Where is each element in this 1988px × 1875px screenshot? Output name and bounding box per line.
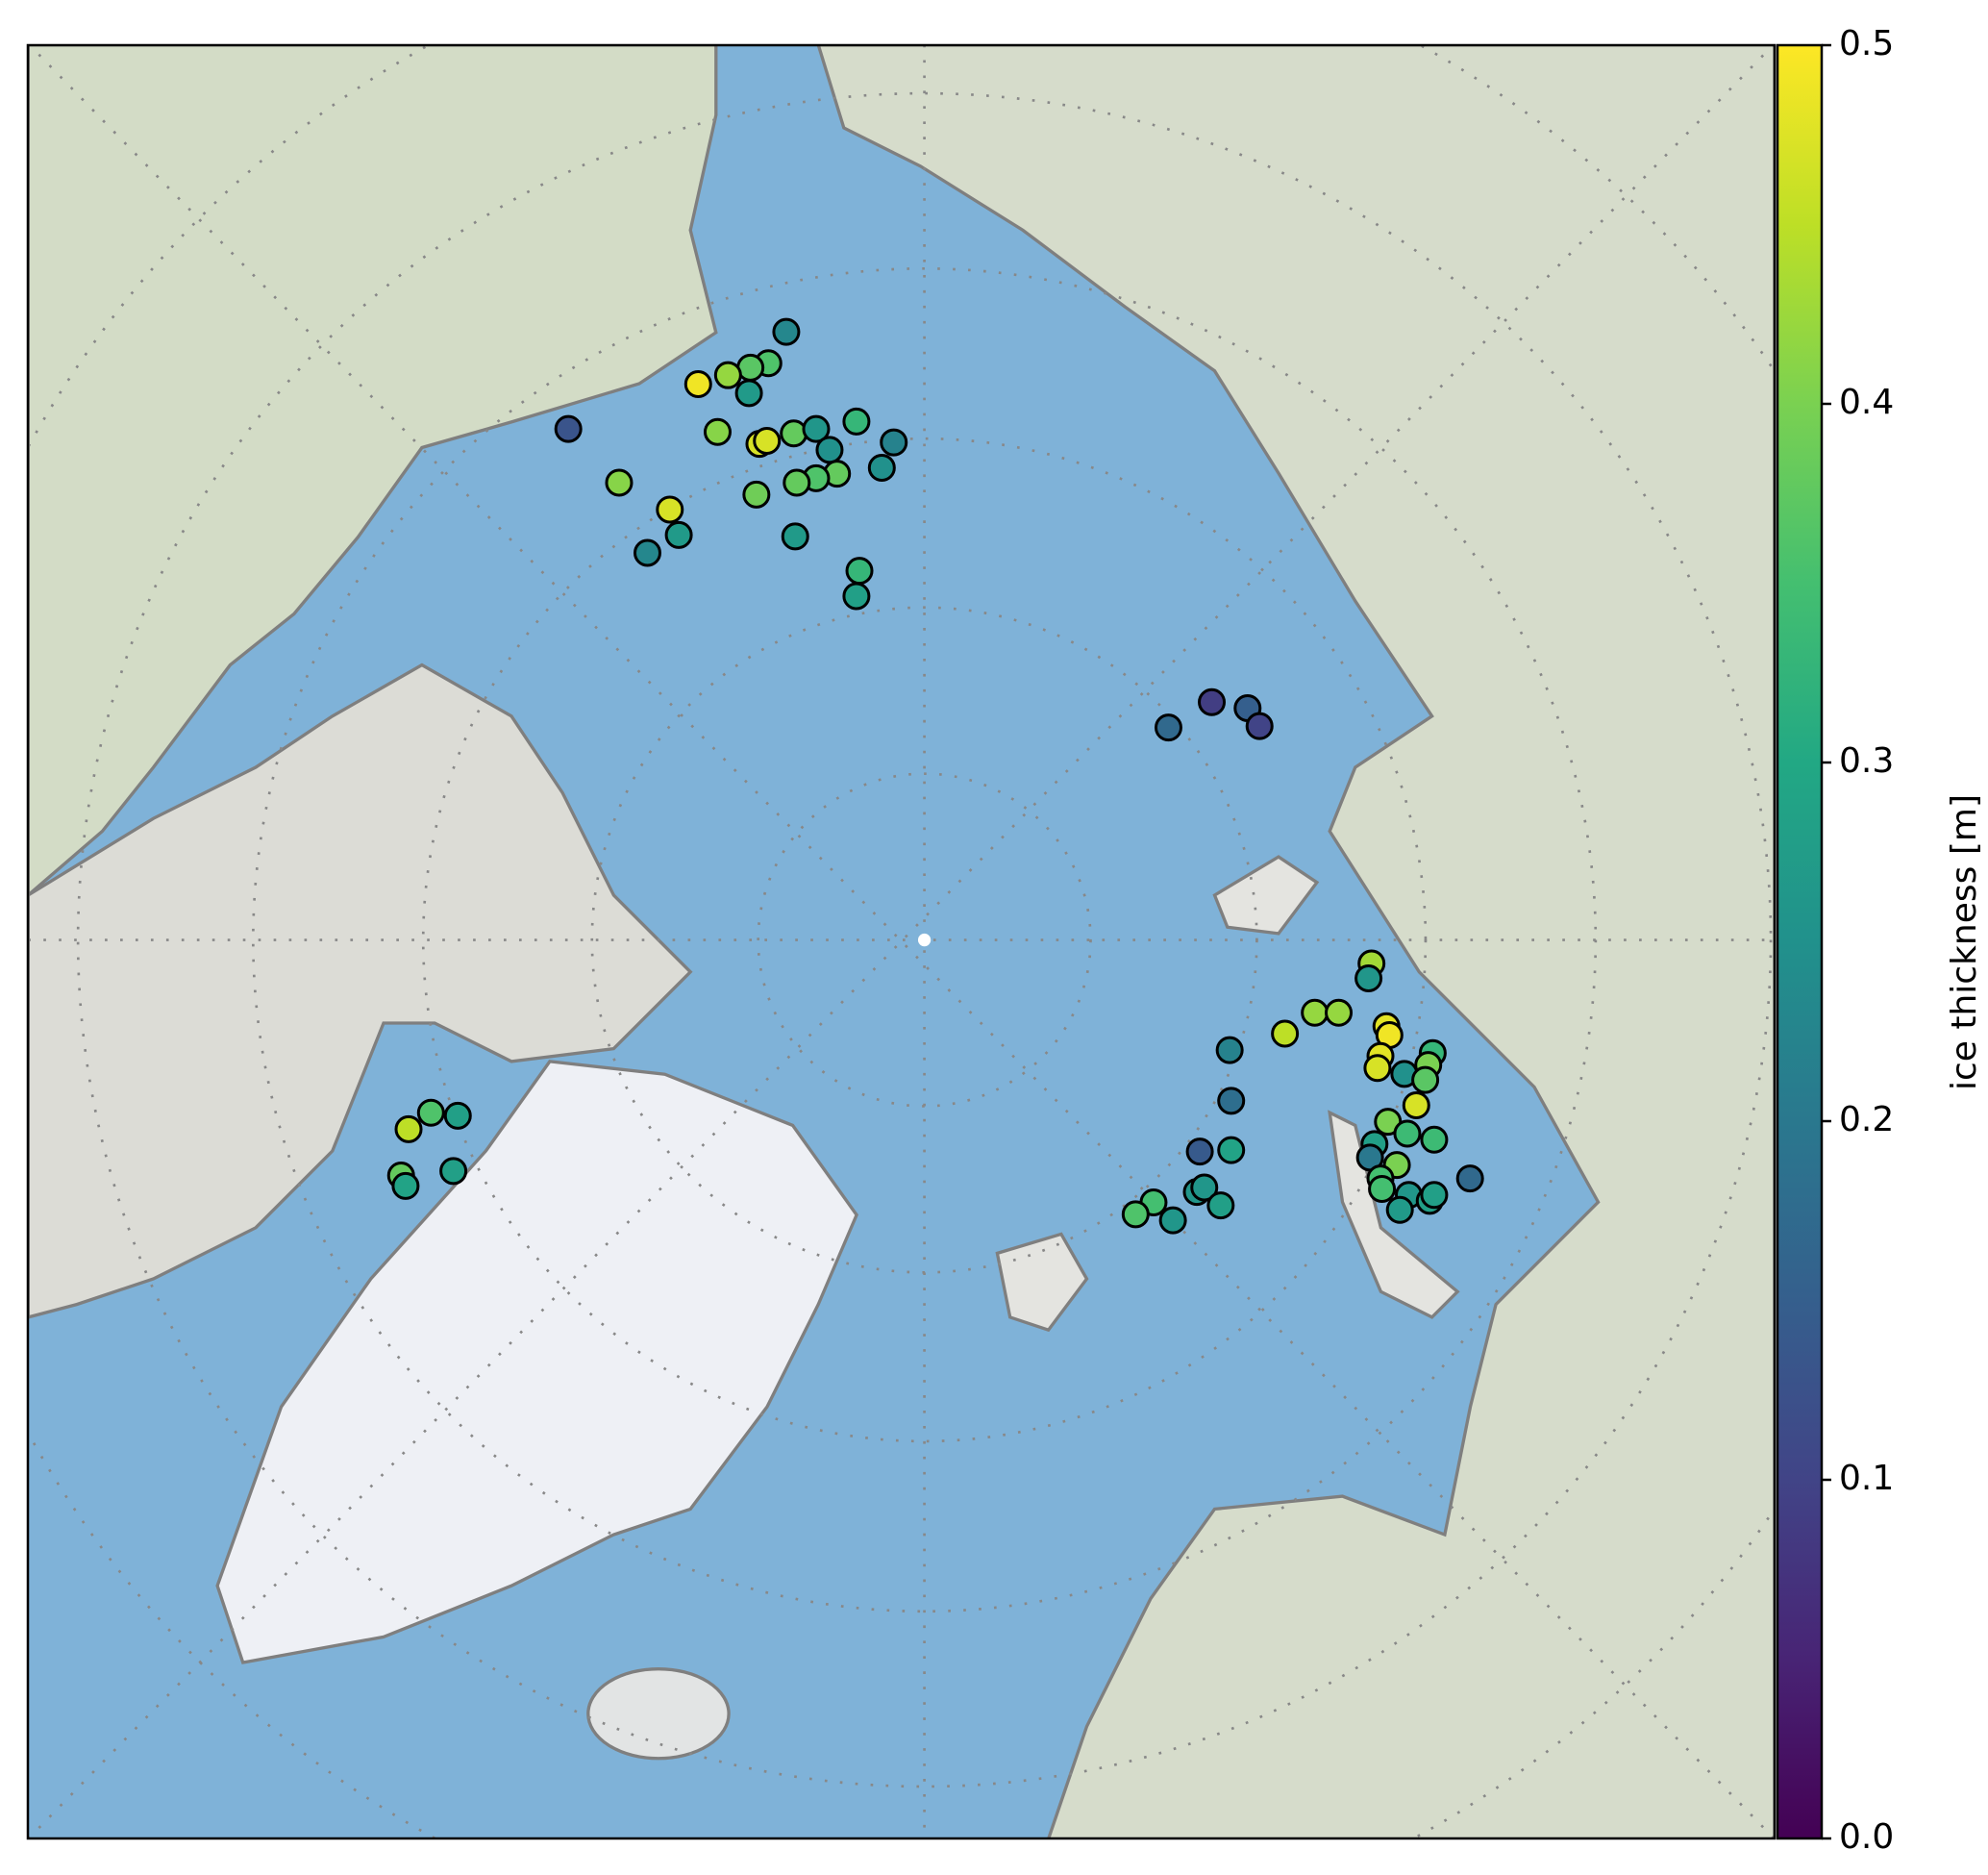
ice-point [772,317,801,346]
ice-point [1420,1181,1449,1210]
ice-point [1245,712,1274,740]
colorbar-tick-label: 0.1 [1839,1459,1894,1498]
colorbar-tick-label: 0.5 [1839,24,1894,63]
ice-point [880,428,908,457]
parallel [76,91,1773,1788]
canadian-archipelago [28,662,693,1319]
ice-point [1325,998,1354,1027]
ice-point [394,1114,423,1143]
meridian [28,44,1776,1839]
points-layer [386,317,1484,1235]
ice-point [842,582,871,611]
ice-point [703,417,732,446]
eurasia [816,44,1776,1839]
graticule [28,44,1776,1839]
ice-point [845,557,874,586]
ice-point [605,468,634,497]
ice-point [802,414,831,443]
svalbard [995,1232,1089,1333]
ice-point [867,453,896,482]
ice-point [633,538,661,567]
pole [917,933,932,947]
ice-point [1185,1138,1214,1166]
colorbar [1776,43,1824,1840]
colorbar-tick-label: 0.0 [1839,1817,1894,1857]
ice-point [1354,964,1383,993]
alaska-canada [28,44,718,898]
ice-point [1217,1087,1246,1115]
ice-point [1121,1200,1150,1229]
ice-point [1215,1036,1244,1064]
ice-point [1455,1164,1484,1193]
ice-point [1217,1136,1246,1164]
ice-point [1301,998,1329,1027]
ice-point [1385,1195,1414,1224]
ice-point [656,495,684,524]
ice-point [1154,713,1182,742]
greenland [215,1060,858,1664]
ice-point [1368,1175,1397,1204]
ice-point [439,1157,468,1186]
ice-point [753,427,782,456]
ice-point [783,468,811,497]
ice-point [781,522,809,551]
ice-point [1411,1065,1440,1094]
ice-point [416,1098,445,1127]
basemap [28,44,1776,1839]
ice-point [742,480,771,509]
ice-point [664,520,693,549]
colorbar-tick-label: 0.2 [1839,1100,1894,1139]
ice-point [1271,1019,1300,1048]
map-frame [26,43,1777,1840]
iceland [586,1666,731,1761]
severnaya-zemlya [1212,855,1320,936]
colorbar-label: ice thickness [m] [1945,794,1984,1090]
ice-point [1363,1054,1392,1083]
ice-point [1198,688,1227,716]
colorbar-tick-label: 0.3 [1839,741,1894,781]
ice-point [734,379,763,408]
ice-point [1393,1119,1422,1148]
ice-point [1158,1206,1187,1235]
ice-point [683,370,712,399]
ice-point [391,1171,420,1200]
ice-point [1402,1091,1430,1120]
ice-point [1206,1191,1235,1220]
ice-point [554,414,583,443]
ice-point [1420,1125,1449,1154]
ice-point [815,436,844,464]
ice-point [443,1101,472,1130]
ice-point [1190,1173,1219,1202]
meridian [28,44,1776,1839]
ice-point [713,361,742,389]
ice-point [780,419,808,448]
colorbar-tick-label: 0.4 [1839,383,1894,422]
ice-point [842,407,871,436]
